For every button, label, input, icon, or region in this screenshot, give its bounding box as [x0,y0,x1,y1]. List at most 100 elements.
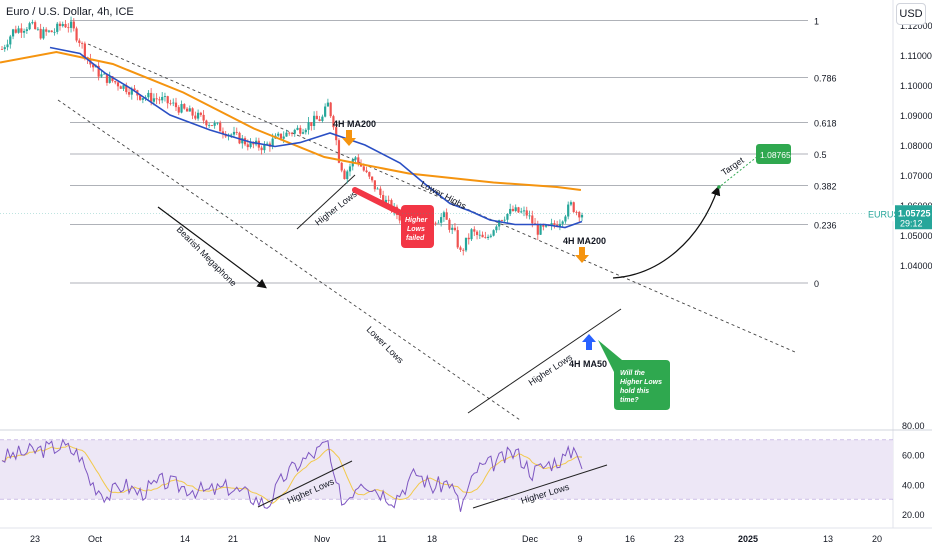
question-callout-text: hold this [620,388,649,395]
candle-body [194,115,197,119]
candle-body [343,170,346,180]
candle-body [67,27,70,29]
candle-body [448,219,451,230]
candle-body [22,30,26,33]
candle-body [271,138,274,147]
candle-body [0,49,4,50]
candle-body [329,102,332,117]
candle-body [542,225,545,227]
candle-body [166,96,169,104]
candle-body [105,73,109,83]
candle-body [25,29,28,31]
candle-body [578,212,581,218]
bearish-megaphone-arrow [157,206,267,289]
time-tick-label: 23 [30,534,40,544]
candle-body [301,132,305,134]
candle-body [28,23,31,30]
candle-body [506,213,509,220]
time-tick-label: 16 [625,534,635,544]
candle-body [558,223,562,227]
candle-body [296,127,299,130]
candle-body [359,164,363,167]
candle-body [83,43,86,58]
failed-callout-box [401,205,434,248]
time-tick-label: Dec [522,534,539,544]
candle-body [462,249,465,251]
candle-body [326,102,330,107]
candle-body [293,129,296,134]
time-tick-label: 14 [180,534,190,544]
candle-body [213,122,216,126]
candle-body [127,92,131,95]
candle-body [210,125,214,126]
candle-body [567,204,570,217]
candle-body [335,127,338,141]
candle-body [69,21,73,28]
candle-body [64,24,67,28]
candle-body [528,215,531,217]
price-tick-label: 1.04000 [900,261,932,271]
candle-body [489,235,492,237]
candle-body [36,28,40,30]
ma50-arrow [582,334,596,350]
time-tick-label: 20 [872,534,882,544]
candle-body [315,115,318,120]
price-tick-label: 1.11000 [900,51,932,61]
candle-body [332,116,335,128]
candle-body [445,212,448,220]
candle-body [442,212,446,218]
price-tick-label: 1.07000 [900,171,932,181]
time-tick-label: 11 [377,534,386,544]
candle-body [130,88,133,95]
fib-level-label: 0.382 [814,182,837,192]
candle-body [376,188,379,190]
failed-callout-text-3: failed [406,235,425,242]
rsi-tick-label: 60.00 [902,451,925,461]
candle-body [50,30,53,33]
candle-body [45,29,48,32]
megaphone-lower-trendline [57,99,521,421]
rsi-signal-line [1,444,583,504]
target-price-label: 1.08765 [760,150,791,160]
price-badge-price: 1.05725 [898,208,931,218]
fibonacci-retracement: 1 0.786 0.618 0.5 0.382 0.236 0 [70,17,837,289]
candle-body [14,29,17,33]
price-tick-label: 1.10000 [900,81,932,91]
price-tick-label: 1.05000 [900,231,932,241]
currency-button[interactable]: USD [896,3,926,25]
candle-body [277,133,280,136]
candle-body [133,88,136,91]
rsi-band [0,439,893,500]
question-callout-text: time? [620,397,639,404]
candle-body [365,170,368,173]
candle-body [155,98,158,100]
candle-body [285,132,288,137]
candle-body [3,47,6,50]
fib-level-label: 0.618 [814,119,837,129]
candle-body [492,230,495,236]
target-line [717,155,759,189]
candle-body [517,207,520,213]
candle-body [484,237,487,239]
candle-body [531,215,534,224]
rsi-tick-label: 20.00 [902,510,925,520]
candle-body [561,221,564,224]
candle-body [564,216,567,222]
candle-body [9,36,12,45]
candle-body [185,108,189,112]
candle-body [503,219,506,221]
candle-body [553,223,556,225]
candle-body [498,220,501,227]
candle-body [122,85,125,89]
candle-body [177,107,180,113]
ma200-arrow-right [575,247,589,263]
candle-body [379,188,382,196]
candle-body [196,112,200,119]
candle-body [473,229,476,232]
candle-body [188,108,191,112]
higher-lows-trendline-2 [467,308,622,414]
candle-body [61,24,64,27]
candle-body [511,208,515,211]
target-dot [717,185,721,189]
